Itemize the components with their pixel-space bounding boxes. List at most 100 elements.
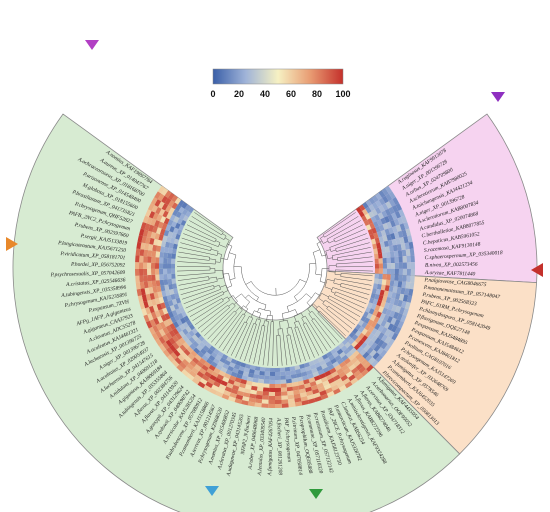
tree-branch (232, 302, 236, 307)
heatmap-cell (357, 319, 364, 327)
tree-branch (241, 293, 250, 303)
heatmap-cell (397, 280, 403, 288)
heatmap-cell (385, 246, 390, 253)
heatmap-cell (405, 281, 411, 289)
heatmap-cell (146, 230, 153, 238)
heatmap-cell (320, 393, 329, 400)
tree-branch (276, 335, 278, 366)
heatmap-cell (331, 371, 339, 378)
tree-branch (300, 312, 304, 318)
heatmap-cell (147, 313, 154, 321)
tree-branch (323, 240, 329, 244)
heatmap-cell (401, 215, 408, 224)
tree-branch (330, 249, 337, 252)
heatmap-cell (367, 217, 374, 225)
heatmap-cell (173, 303, 180, 310)
heatmap-cell (240, 379, 247, 385)
heatmap-cell (182, 341, 190, 349)
heatmap-cell (230, 388, 239, 395)
heatmap-cell (171, 202, 178, 210)
heatmap-cell (367, 326, 375, 333)
heatmap-cell (215, 391, 224, 398)
heatmap-cell (370, 238, 377, 245)
tree-branch (243, 308, 249, 315)
heatmap-cell (350, 377, 359, 385)
heatmap-cell (149, 319, 156, 327)
heatmap-cell (155, 280, 161, 287)
heatmap-cell (336, 358, 344, 365)
tree-branch (321, 293, 329, 298)
tree-branch (227, 243, 233, 247)
heatmap-cell (370, 292, 376, 299)
heatmap-cell (343, 357, 351, 365)
heatmap-cell (375, 288, 381, 295)
heatmap-cell (372, 243, 378, 250)
heatmap-cell (151, 298, 157, 306)
heatmap-cell (194, 364, 202, 372)
tree-branch (294, 312, 302, 317)
heatmap-cell (155, 251, 161, 258)
tree-branch (243, 305, 248, 310)
heatmap-cell (385, 251, 391, 258)
heatmap-cell (328, 354, 335, 361)
tree-branch (177, 266, 211, 268)
heatmap-cell (330, 357, 337, 365)
tree-branch (317, 312, 343, 340)
heatmap-cell (368, 297, 375, 304)
tree-branch (325, 250, 328, 259)
heatmap-cell (371, 328, 378, 336)
tree-branch (297, 326, 311, 360)
heatmap-cell (359, 348, 367, 356)
heatmap-cell (288, 402, 296, 408)
heatmap-cell (161, 203, 169, 211)
tree-branch (192, 300, 224, 322)
heatmap-cell (173, 349, 181, 358)
clade-marker-icon (85, 40, 99, 50)
heatmap-cell (386, 263, 391, 269)
heatmap-cell (136, 288, 142, 297)
heatmap-cell (382, 257, 387, 264)
heatmap-cell (187, 206, 195, 214)
tree-branch (194, 212, 224, 233)
heatmap-cell (211, 384, 219, 392)
heatmap-cell (148, 305, 155, 314)
heatmap-cell (143, 256, 148, 263)
heatmap-cell (135, 282, 141, 290)
heatmap-cell (323, 357, 331, 364)
heatmap-cell (198, 341, 206, 349)
heatmap-cell (160, 285, 166, 292)
heatmap-cell (362, 311, 369, 318)
heatmap-cell (156, 285, 162, 293)
tree-branch (326, 308, 353, 329)
heatmap-cell (406, 268, 411, 276)
heatmap-cell (399, 223, 406, 231)
tree-branch (215, 240, 221, 243)
heatmap-cell (326, 391, 335, 398)
heatmap-cell (139, 275, 144, 283)
tree-branch (322, 303, 328, 308)
heatmap-cell (170, 316, 177, 324)
heatmap-cell (404, 242, 410, 250)
heatmap-cell (172, 243, 178, 250)
heatmap-cell (142, 229, 149, 237)
heatmap-cell (380, 284, 386, 291)
heatmap-cell (371, 288, 377, 294)
tree-branch (286, 306, 290, 313)
heatmap-cell (380, 217, 387, 225)
heatmap-cell (374, 258, 379, 264)
heatmap-cell (374, 273, 379, 279)
heatmap-cell (172, 328, 179, 336)
clade-markers (6, 40, 543, 499)
tree-branch (219, 244, 226, 248)
heatmap-cell (374, 304, 381, 312)
heatmap-cell (184, 204, 191, 212)
tree-branch (336, 261, 373, 265)
heatmap-cell (338, 342, 345, 349)
heatmap-cell (365, 354, 373, 362)
heatmap-cell (201, 364, 209, 372)
heatmap-cell (209, 345, 216, 352)
heatmap-cell (366, 347, 374, 355)
heatmap-cell (163, 274, 168, 280)
heatmap-cell (308, 360, 315, 366)
heatmap-cell (221, 393, 230, 400)
